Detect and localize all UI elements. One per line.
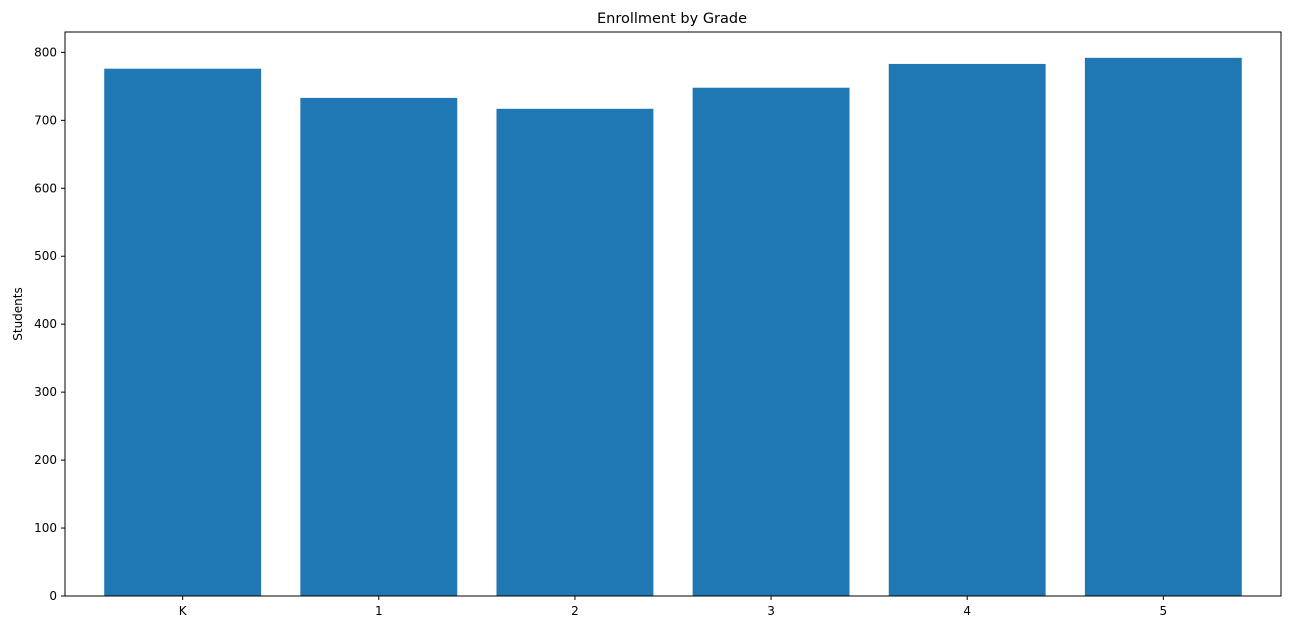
x-tick-label: 4 bbox=[963, 604, 971, 618]
y-axis-ticks: 0 100 200 300 400 500 600 700 800 bbox=[34, 45, 65, 603]
y-axis-label: Students bbox=[11, 287, 25, 341]
bar-K bbox=[104, 68, 262, 596]
bar-5 bbox=[1084, 57, 1242, 596]
y-tick-label: 500 bbox=[34, 249, 57, 263]
y-tick-label: 600 bbox=[34, 181, 57, 195]
y-tick-label: 100 bbox=[34, 521, 57, 535]
y-tick-label: 800 bbox=[34, 45, 57, 59]
bar-4 bbox=[888, 63, 1046, 596]
x-tick-label: 2 bbox=[571, 604, 579, 618]
y-tick-label: 400 bbox=[34, 317, 57, 331]
bars-layer bbox=[104, 57, 1242, 596]
x-tick-label: 5 bbox=[1160, 604, 1168, 618]
y-tick-label: 300 bbox=[34, 385, 57, 399]
x-axis-ticks: K 1 2 3 4 5 bbox=[179, 596, 1167, 618]
bar-1 bbox=[300, 97, 458, 596]
x-tick-label: 3 bbox=[767, 604, 775, 618]
x-tick-label: 1 bbox=[375, 604, 383, 618]
bar-2 bbox=[496, 108, 654, 596]
chart-title: Enrollment by Grade bbox=[597, 11, 747, 27]
y-tick-label: 0 bbox=[49, 589, 57, 603]
y-tick-label: 700 bbox=[34, 113, 57, 127]
x-tick-label: K bbox=[179, 604, 188, 618]
bar-3 bbox=[692, 87, 850, 596]
plot-frame bbox=[64, 31, 1282, 597]
y-tick-label: 200 bbox=[34, 453, 57, 467]
